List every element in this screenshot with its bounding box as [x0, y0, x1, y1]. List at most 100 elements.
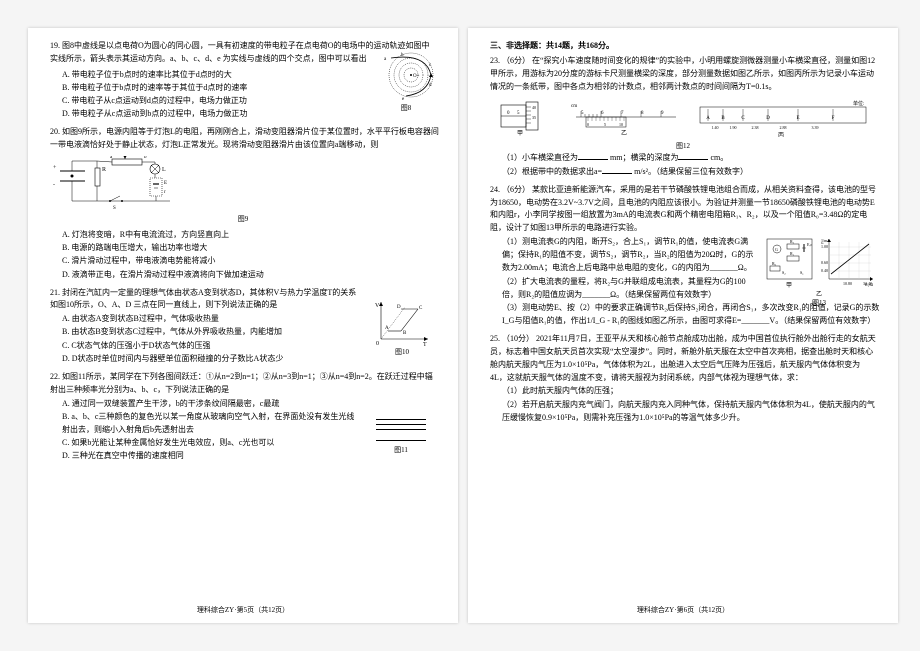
q23-sub1: （1）小车横梁直径为 mm；横梁的深度为 cm。: [502, 151, 876, 164]
svg-text:9: 9: [661, 111, 664, 116]
q20-options: A. 灯泡将变暗，R中有电流流过，方向竖直向上 B. 电源的路端电压增大，输出功…: [50, 228, 436, 281]
q21-opt-a: A. 由状态A变到状态B过程中，气体吸收热量: [62, 312, 350, 325]
q21-options: A. 由状态A变到状态B过程中，气体吸收热量 B. 由状态B变到状态C过程中，气…: [50, 312, 350, 365]
question-23: 23. （6分） 在“探究小车速度随时间变化的规律”的实验中，小明用螺旋测微器测…: [490, 55, 876, 178]
svg-text:1.90: 1.90: [729, 125, 736, 130]
q20-opt-d: D. 液滴带正电，在滑片滑动过程中液滴将向下做加速运动: [62, 268, 436, 281]
svg-text:10.80: 10.80: [843, 281, 852, 286]
q21-stem: 封闭在汽缸内一定量的理想气体由状态A变到状态D，其体积V与热力学温度T的关系如图…: [50, 288, 356, 310]
svg-text:R₁: R₁: [790, 251, 795, 256]
svg-text:r: r: [164, 190, 166, 195]
svg-text:32.40: 32.40: [863, 281, 872, 286]
svg-text:7: 7: [621, 111, 624, 116]
svg-text:0.60: 0.60: [821, 260, 828, 265]
q22-opt-a: A. 通过同一双缝装置产生干涉，b的干涉条纹间隔最密，c最疏: [62, 397, 360, 410]
q22-text: 22. 如图11所示，某同学在下列各图间跃迁：①从n=2到n=1；②从n=3到n…: [50, 371, 440, 397]
vernier-icon: cm 56789 0510 乙: [571, 97, 681, 137]
svg-text:8: 8: [641, 111, 644, 116]
q20-text: 20. 如图9所示，电源内阻等于灯泡L的电阻，再刚刚合上，滑动变阻器滑片位于某位…: [50, 126, 440, 152]
q21-opt-d: D. D状态时单位时间内与器壁单位面积碰撞的分子数比A状态少: [62, 352, 350, 365]
svg-text:C: C: [741, 116, 745, 121]
q22-num: 22.: [50, 372, 60, 381]
q23-pts: （6分）: [502, 56, 530, 65]
fig11-label: 图11: [376, 445, 426, 455]
q23-s2b: m/s²。（结果保留三位有效数字）: [634, 167, 748, 176]
svg-text:0: 0: [376, 341, 379, 347]
fig13-label: 图13: [762, 298, 876, 308]
svg-text:D: D: [397, 305, 401, 310]
q24-stem: 某款比亚迪新能源汽车，采用的是若干节磷酸铁锂电池组合而成，从相关资料查得，该电池…: [490, 185, 876, 232]
micrometer-icon: 0 5 40 35 甲: [499, 97, 554, 137]
q25-pts: （10分）: [502, 334, 534, 343]
q20-stem: 如图9所示，电源内阻等于灯泡L的电阻，再刚刚合上，滑动变阻器滑片位于某位置时，水…: [50, 127, 439, 149]
q19-stem: 图8中虚线是以点电荷O为圆心的同心圆，一具有初速度的带电粒子在点电荷O的电场中的…: [50, 41, 430, 63]
q19-opt-d: D. 带电粒子从c点运动到b点的过程中，电场力做正功: [62, 107, 350, 120]
q20-opt-c: C. 滑片滑动过程中，带电液滴电势能将减小: [62, 254, 436, 267]
q19-options: A. 带电粒子位于b点时的速率比其位于d点时的大 B. 带电粒子位于b点时的速率…: [50, 68, 350, 121]
svg-text:0: 0: [507, 111, 510, 116]
q24-steps: （1）测电流表G的内阻，断开S₂，合上S₁，调节R₁的值，使电流表G满偏；保持R…: [490, 235, 760, 327]
question-24: 24. （6分） 某款比亚迪新能源汽车，采用的是若干节磷酸铁锂电池组合而成，从相…: [490, 184, 876, 328]
circuit-icon: G R₂ R₁ R₀ E,r S₁ S₂ 甲: [762, 234, 817, 289]
q24-pts: （6分）: [502, 185, 530, 194]
question-25: 25. （10分） 2021年11月7日，王亚平从天和核心舱节点舱成功出舱，成为…: [490, 333, 876, 424]
section-title: 三、非选择题：共14题，共168分。: [490, 40, 876, 51]
q24-step2: （2）扩大电流表的量程，将R₂与G并联组成电流表，其量程为G的100倍，则R₂的…: [502, 275, 760, 301]
svg-text:1.00: 1.00: [821, 244, 828, 249]
q19-opt-a: A. 带电粒子位于b点时的速率比其位于d点时的大: [62, 68, 350, 81]
q23-s1c: cm。: [710, 153, 728, 162]
question-19: 19. 图8中虚线是以点电荷O为圆心的同心圆，一具有初速度的带电粒子在点电荷O的…: [50, 40, 436, 120]
svg-text:C: C: [419, 306, 423, 311]
svg-text:B: B: [403, 331, 407, 336]
question-20: 20. 如图9所示，电源内阻等于灯泡L的电阻，再刚刚合上，滑动变阻器滑片位于某位…: [50, 126, 436, 280]
q25-text: 25. （10分） 2021年11月7日，王亚平从天和核心舱节点舱成功出舱，成为…: [490, 333, 876, 384]
svg-text:甲: 甲: [786, 282, 792, 289]
svg-text:d: d: [429, 83, 432, 88]
fig10-label: 图10: [373, 347, 431, 357]
q23-subs: （1）小车横梁直径为 mm；横梁的深度为 cm。 （2）根据带中的数据求出a= …: [490, 151, 876, 177]
svg-text:2.88: 2.88: [779, 125, 786, 130]
q21-text: 21. 封闭在汽缸内一定量的理想气体由状态A变到状态D，其体积V与热力学温度T的…: [50, 287, 360, 313]
q20-opt-b: B. 电源的路端电压增大，输出功率也增大: [62, 241, 436, 254]
fig9-label: 图9: [50, 214, 436, 224]
q24-num: 24.: [490, 185, 500, 194]
svg-text:b: b: [144, 156, 147, 160]
q23-stem: 在“探究小车速度随时间变化的规律”的实验中，小明用螺旋测微器测量小车横梁直径，测…: [490, 56, 875, 91]
figure-12: 0 5 40 35 甲 cm 56789: [490, 97, 876, 137]
svg-text:B: B: [721, 116, 725, 121]
figure-13: G R₂ R₁ R₀ E,r S₁ S₂ 甲: [762, 234, 876, 308]
svg-text:O+: O+: [413, 74, 420, 79]
left-footer: 理科综合ZY·第5页（共12页）: [28, 605, 458, 615]
svg-text:0: 0: [587, 122, 589, 127]
svg-text:T: T: [423, 342, 427, 347]
q25-num: 25.: [490, 334, 500, 343]
q23-num: 23.: [490, 56, 500, 65]
question-21: 21. 封闭在汽缸内一定量的理想气体由状态A变到状态D，其体积V与热力学温度T的…: [50, 287, 436, 365]
svg-text:E,r: E,r: [807, 242, 812, 248]
q22-opt-b: B. a、b、c三种颜色的复色光以某一角度从玻璃向空气入射，在界面处没有发生光线…: [62, 410, 360, 436]
q25-subs: （1）此时航天服内气体的压强； （2）若开启航天服内充气阀门，向航天服内充入同种…: [490, 384, 876, 424]
svg-text:1.40: 1.40: [711, 125, 718, 130]
svg-text:S: S: [113, 206, 116, 211]
svg-text:10: 10: [619, 122, 623, 127]
q19-opt-b: B. 带电粒子位于b点时的速率等于其位于d点时的速率: [62, 81, 350, 94]
svg-text:V: V: [375, 303, 380, 309]
q21-num: 21.: [50, 288, 60, 297]
q25-sub1: （1）此时航天服内气体的压强；: [502, 384, 876, 397]
q23-s2a: （2）根据带中的数据求出a=: [502, 167, 602, 176]
fig12-label: 图12: [490, 141, 876, 151]
svg-text:+: +: [53, 165, 57, 171]
q19-num: 19.: [50, 41, 60, 50]
q21-opt-c: C. C状态气体的压强小于D状态气体的压强: [62, 339, 350, 352]
svg-text:丙: 丙: [778, 132, 784, 137]
q23-s1a: （1）小车横梁直径为: [502, 153, 578, 162]
q23-text: 23. （6分） 在“探究小车速度随时间变化的规律”的实验中，小明用螺旋测微器测…: [490, 55, 876, 93]
q19-opt-c: C. 带电粒子从c点运动到d点的过程中，电场力做正功: [62, 94, 350, 107]
svg-text:0.40: 0.40: [821, 268, 828, 273]
svg-text:6: 6: [601, 111, 604, 116]
q20-opt-a: A. 灯泡将变暗，R中有电流流过，方向竖直向上: [62, 228, 436, 241]
svg-text:S₂: S₂: [782, 270, 786, 275]
fig8-label: 图8: [376, 103, 436, 113]
figure-8: O+ a b c d e 图8: [376, 48, 436, 113]
svg-text:a: a: [110, 156, 113, 160]
